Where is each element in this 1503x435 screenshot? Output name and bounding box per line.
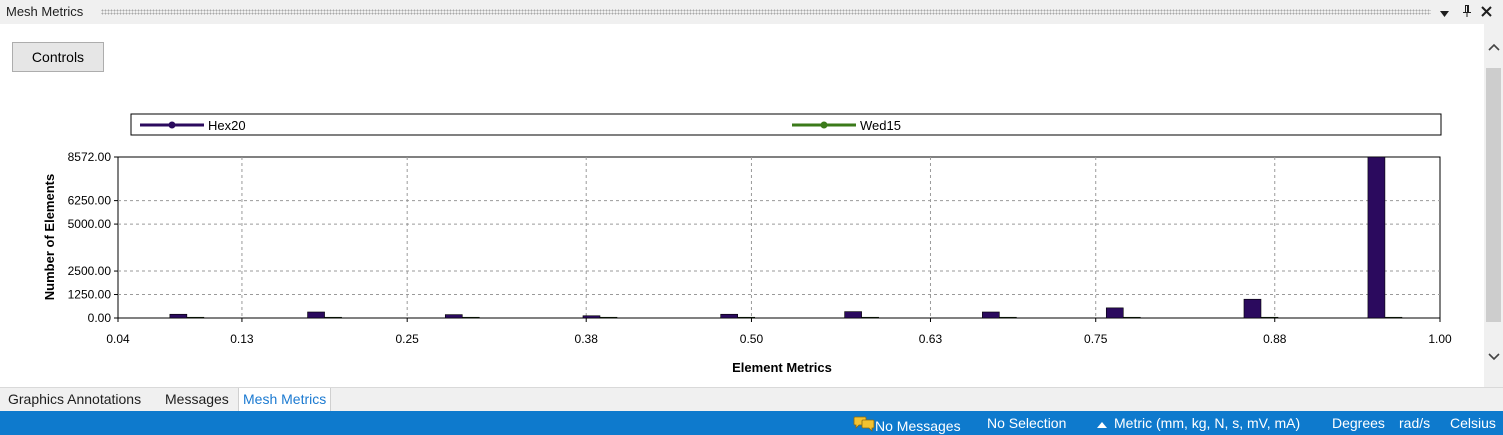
tab-messages[interactable]: Messages [165, 391, 229, 407]
scroll-down-icon[interactable] [1484, 348, 1503, 364]
bar-hex20 [844, 311, 862, 319]
messages-status-label: No Messages [875, 418, 961, 434]
x-tick-label: 0.88 [1263, 332, 1287, 346]
x-tick-label: 0.04 [106, 332, 130, 346]
tab-mesh-metrics[interactable]: Mesh Metrics [238, 388, 332, 412]
bar-hex20 [582, 315, 601, 319]
scrollbar-thumb[interactable] [1486, 68, 1501, 322]
bar-hex20 [982, 311, 1000, 319]
mesh-metrics-chart: Hex20 Wed15 8572.00 6250.00 5000.00 2500.00 1… [42, 113, 1452, 375]
tab-graphics-annotations[interactable]: Graphics Annotations [8, 391, 142, 407]
bar-hex20 [720, 313, 738, 319]
bottom-tabbar: Graphics Annotations Messages Mesh Metri… [0, 387, 1503, 412]
bar-hex20 [1243, 298, 1262, 319]
selection-status[interactable]: No Selection [987, 415, 1067, 431]
bar-wed15 [1384, 316, 1403, 319]
bar-wed15 [1122, 316, 1141, 319]
bar-hex20 [169, 313, 188, 319]
legend-label-hex20: Hex20 [208, 118, 246, 133]
x-tick-label: 0.63 [919, 332, 943, 346]
x-axis-label: Element Metrics [732, 360, 832, 375]
bars [169, 156, 1403, 319]
y-tick-label: 6250.00 [68, 194, 112, 208]
triangle-up-icon[interactable] [1097, 416, 1107, 432]
y-tick-label: 2500.00 [68, 264, 112, 278]
bar-wed15 [461, 316, 480, 319]
plot-area [117, 156, 1441, 319]
x-tick-label: 0.50 [740, 332, 764, 346]
close-icon[interactable] [1481, 5, 1492, 20]
scroll-up-icon[interactable] [1484, 38, 1503, 54]
legend: Hex20 Wed15 [140, 118, 901, 133]
y-axis-label: Number of Elements [42, 174, 57, 300]
x-tick-label: 0.25 [396, 332, 420, 346]
x-tick-label: 0.38 [575, 332, 599, 346]
legend-box [130, 113, 1442, 136]
y-axis-ticks: 8572.00 6250.00 5000.00 2500.00 1250.00 0.00 [68, 150, 118, 325]
bar-wed15 [737, 316, 755, 319]
legend-marker-wed15 [820, 121, 828, 129]
y-tick-label: 8572.00 [68, 150, 112, 164]
bar-wed15 [999, 316, 1017, 319]
x-tick-label: 1.00 [1428, 332, 1452, 346]
x-axis-ticks: 0.04 0.13 0.25 0.38 0.50 0.63 0.75 0.88 1.00 [106, 318, 1452, 346]
y-tick-label: 1250.00 [68, 288, 112, 302]
bar-hex20 [1105, 307, 1124, 319]
mesh-metrics-panel: Controls Hex20 Wed15 8572.00 6250.00 5000.0… [0, 24, 1484, 387]
bar-hex20 [444, 314, 463, 319]
bar-hex20 [307, 311, 325, 319]
bar-wed15 [186, 316, 205, 319]
bar-wed15 [599, 316, 618, 319]
temperature-unit-status[interactable]: Celsius [1450, 415, 1496, 431]
bar-wed15 [1260, 316, 1279, 319]
bar-hex20 [1367, 156, 1386, 319]
messages-status[interactable]: No Messages [853, 415, 961, 434]
controls-button[interactable]: Controls [12, 42, 104, 72]
titlebar-grip[interactable] [101, 9, 1431, 15]
y-tick-label: 5000.00 [68, 217, 112, 231]
panel-title: Mesh Metrics [6, 4, 84, 19]
x-tick-label: 0.75 [1084, 332, 1108, 346]
y-tick-label: 0.00 [88, 311, 112, 325]
legend-marker-hex20 [168, 121, 176, 129]
messages-icon [853, 416, 875, 435]
panel-titlebar: Mesh Metrics [0, 0, 1503, 24]
triangle-down-icon[interactable] [1440, 6, 1449, 21]
bar-wed15 [324, 316, 342, 319]
x-tick-label: 0.13 [230, 332, 254, 346]
bar-wed15 [861, 316, 879, 319]
vertical-scrollbar[interactable] [1484, 24, 1503, 387]
pin-icon[interactable] [1462, 4, 1472, 21]
grid [118, 157, 1440, 318]
rotational-unit-status[interactable]: rad/s [1399, 415, 1431, 431]
legend-label-wed15: Wed15 [860, 118, 901, 133]
status-bar: No Messages No Selection Metric (mm, kg,… [0, 411, 1503, 435]
angle-unit-status[interactable]: Degrees [1332, 415, 1385, 431]
unit-system-status[interactable]: Metric (mm, kg, N, s, mV, mA) [1114, 415, 1301, 431]
